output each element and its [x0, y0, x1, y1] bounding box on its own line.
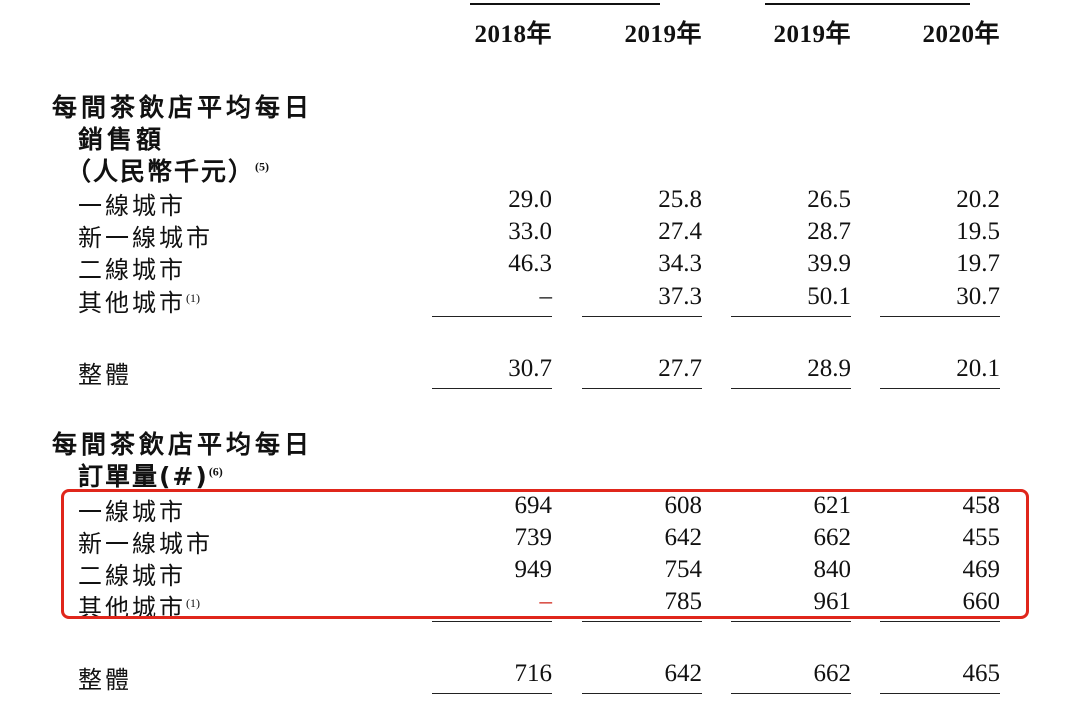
s2-cell: 469 [962, 556, 1001, 583]
s1-cell: 39.9 [807, 250, 851, 277]
s1-cell: 46.3 [508, 250, 552, 277]
s2-cell: – [539, 588, 553, 615]
s1-cell: 26.5 [807, 186, 851, 213]
s2-cell: 621 [813, 492, 852, 519]
s2-subtotal-rule [731, 621, 851, 622]
s1-total-cell: 28.9 [807, 355, 851, 382]
s1-cell: 29.0 [508, 186, 552, 213]
s1-row-label: 新一線城市 [78, 224, 213, 252]
s1-total-rule [432, 388, 552, 389]
s2-cell: 840 [813, 556, 852, 583]
s2-cell: 949 [514, 556, 553, 583]
s1-cell: 34.3 [658, 250, 702, 277]
s2-cell: 694 [514, 492, 553, 519]
highlight-box [61, 489, 1029, 619]
s1-row-label: 二線城市 [78, 256, 186, 284]
s1-total-label: 整體 [78, 361, 132, 389]
section1-title: 每間茶飲店平均每日 [52, 93, 314, 122]
s2-total-cell: 662 [813, 660, 852, 687]
s2-subtotal-rule [582, 621, 702, 622]
s2-total-cell: 642 [664, 660, 703, 687]
s1-row-label: 一線城市 [78, 192, 186, 220]
s2-subtotal-rule [880, 621, 1000, 622]
section2-title: 每間茶飲店平均每日 [52, 430, 314, 459]
s1-cell: 33.0 [508, 218, 552, 245]
cropped-header-right [765, 0, 970, 6]
s1-row-label: 其他城市(1) [78, 289, 200, 317]
year-header-3: 2019年 [773, 21, 851, 48]
s2-cell: 458 [962, 492, 1001, 519]
s1-cell: 20.2 [956, 186, 1000, 213]
s1-cell: 27.4 [658, 218, 702, 245]
s1-subtotal-rule [432, 316, 552, 317]
s1-subtotal-rule [731, 316, 851, 317]
s2-total-cell: 465 [962, 660, 1001, 687]
s2-cell: 739 [514, 524, 553, 551]
s1-total-cell: 20.1 [956, 355, 1000, 382]
s2-cell: 785 [664, 588, 703, 615]
s1-cell: 19.7 [956, 250, 1000, 277]
s2-total-rule [582, 693, 702, 694]
s1-cell: 50.1 [807, 283, 851, 310]
cropped-header-left [470, 0, 660, 6]
s2-subtotal-rule [432, 621, 552, 622]
s2-cell: 660 [962, 588, 1001, 615]
s2-total-rule [880, 693, 1000, 694]
s1-cell: 28.7 [807, 218, 851, 245]
year-header-2: 2019年 [624, 21, 702, 48]
s2-row-label: 二線城市 [78, 562, 186, 590]
s1-cell: – [539, 283, 553, 310]
s1-cell: 30.7 [956, 283, 1000, 310]
s1-cell: 25.8 [658, 186, 702, 213]
s2-row-label: 新一線城市 [78, 530, 213, 558]
s1-cell: 19.5 [956, 218, 1000, 245]
s1-cell: 37.3 [658, 283, 702, 310]
s2-total-rule [731, 693, 851, 694]
s1-subtotal-rule [880, 316, 1000, 317]
section1-subtitle: 銷售額 [78, 125, 166, 154]
section2-subtitle: 訂單量(#)(6) [78, 462, 223, 491]
s1-total-rule [582, 388, 702, 389]
s1-total-cell: 30.7 [508, 355, 552, 382]
s2-cell: 608 [664, 492, 703, 519]
s1-total-rule [880, 388, 1000, 389]
s1-subtotal-rule [582, 316, 702, 317]
s2-total-label: 整體 [78, 666, 132, 694]
s2-cell: 662 [813, 524, 852, 551]
s2-cell: 455 [962, 524, 1001, 551]
s2-cell: 754 [664, 556, 703, 583]
s2-total-rule [432, 693, 552, 694]
s2-total-cell: 716 [514, 660, 553, 687]
s2-cell: 961 [813, 588, 852, 615]
s1-total-rule [731, 388, 851, 389]
s2-cell: 642 [664, 524, 703, 551]
year-header-1: 2018年 [474, 21, 552, 48]
section1-unit: （人民幣千元）(5) [66, 157, 270, 186]
s1-total-cell: 27.7 [658, 355, 702, 382]
s2-row-label: 一線城市 [78, 498, 186, 526]
year-header-4: 2020年 [922, 21, 1000, 48]
